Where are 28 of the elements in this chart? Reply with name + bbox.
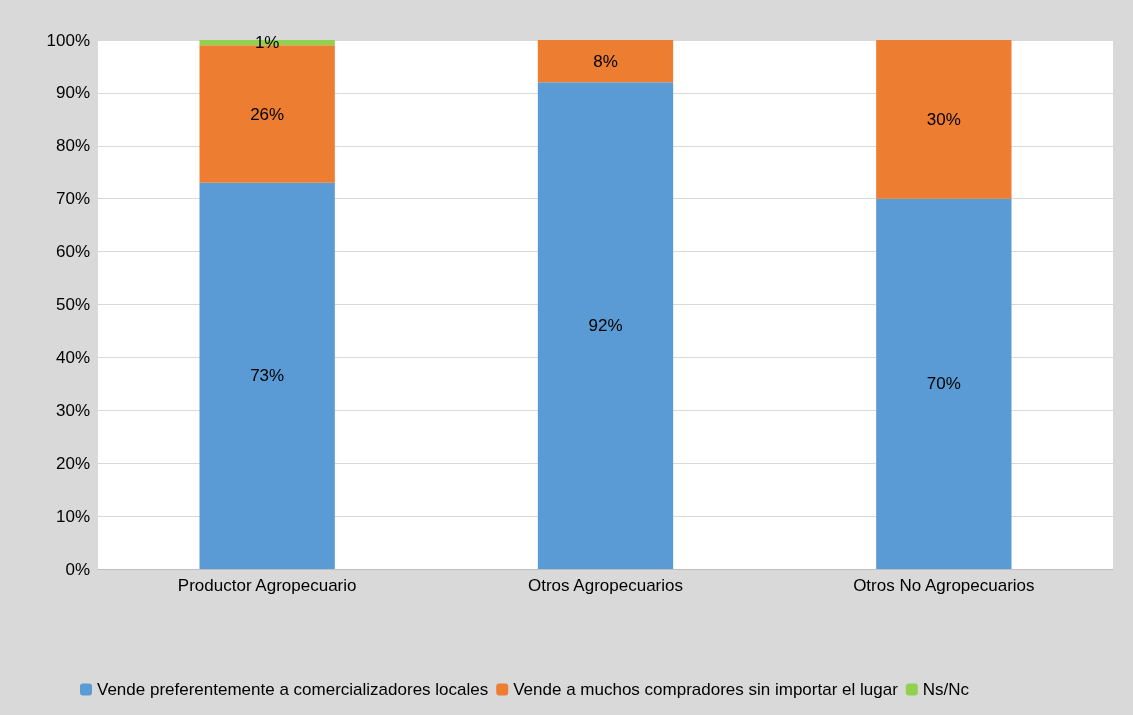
y-tick-label: 70% [55,189,90,209]
legend-label: Vende preferentemente a comercializadores locales [97,680,489,699]
y-tick-label: 90% [55,83,90,103]
y-tick-label: 10% [55,506,90,526]
bar [876,198,1012,569]
data-label: 73% [250,366,285,386]
data-label: 26% [250,104,285,124]
bar [199,182,335,569]
x-tick-label: Otros No Agropecuarios [853,576,1035,595]
x-tick-label: Productor Agropecuario [177,576,357,595]
legend-label: Vende a muchos compradores sin importar el lugar [513,680,899,699]
y-tick-label: 50% [55,295,90,314]
y-tick-label: 60% [55,242,90,262]
y-tick-label: 100% [46,30,90,50]
legend-label: Ns/Nc [922,680,970,699]
x-tick-label: Otros Agropecuarios [528,576,683,595]
data-label: 30% [926,109,961,129]
y-tick-label: 0% [65,559,90,579]
y-tick-label: 20% [55,453,90,473]
y-tick-label: 30% [55,400,90,420]
bar [876,40,1012,199]
data-label: 70% [926,374,961,394]
data-label: 92% [588,316,623,336]
data-label: 8% [593,51,618,71]
y-tick-label: 80% [55,136,90,156]
bar [537,40,674,83]
bar [537,82,674,569]
y-tick-label: 40% [55,347,90,367]
